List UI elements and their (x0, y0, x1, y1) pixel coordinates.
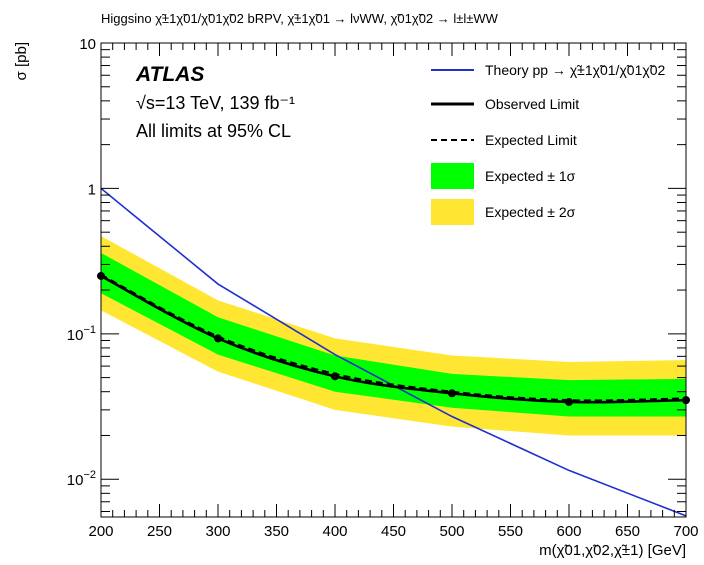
band-one-sigma (101, 252, 686, 417)
observed-markers (97, 271, 690, 406)
energy-label: √s=13 TeV, 139 fb⁻¹ (136, 93, 295, 113)
observed-point (448, 389, 456, 398)
x-tick-label: 500 (439, 523, 464, 540)
x-axis-label: m(χ̃01,χ̃02,χ̃±1) [GeV] (539, 542, 686, 559)
legend-label: Expected Limit (485, 132, 577, 148)
x-tick-label: 550 (498, 523, 523, 540)
observed-point (565, 397, 573, 406)
legend-label: Theory pp → χ̃±1χ̃01/χ̃01χ̃02 (485, 62, 665, 78)
series-lines (100, 187, 687, 517)
legend-label: Expected ± 1σ (485, 168, 576, 184)
legend-label: Expected ± 2σ (485, 204, 576, 220)
observed-limit-line (100, 274, 687, 404)
axis-tick-labels: 200 250 300 350 400 450 500 550 600 650 700 10 1 10−1… (67, 36, 699, 540)
y-tick-label: 1 (88, 181, 96, 198)
legend: Theory pp → χ̃±1χ̃01/χ̃01χ̃02 Observed Li… (431, 62, 665, 225)
x-tick-label: 200 (88, 523, 113, 540)
legend-band-swatch (431, 163, 474, 189)
plot-frame (100, 42, 687, 518)
axis-ticks (100, 42, 687, 517)
y-tick-label: 10−2 (67, 469, 96, 489)
observed-point (214, 334, 222, 343)
x-tick-label: 600 (556, 523, 581, 540)
y-axis-label: σ [pb] (13, 42, 30, 80)
x-tick-label: 250 (147, 523, 172, 540)
x-tick-label: 400 (322, 523, 347, 540)
y-tick-label: 10−1 (67, 324, 96, 344)
legend-label: Observed Limit (485, 96, 579, 112)
x-tick-label: 700 (673, 523, 698, 540)
observed-point (331, 372, 339, 381)
cl-label: All limits at 95% CL (136, 121, 291, 141)
uncertainty-bands (101, 236, 686, 436)
atlas-label: ATLAS (135, 63, 204, 86)
chart-title: Higgsino χ̃±1χ̃01/χ̃01χ̃02 bRPV, χ̃±1χ̃0… (101, 11, 499, 26)
x-tick-label: 350 (264, 523, 289, 540)
x-tick-label: 300 (205, 523, 230, 540)
y-tick-label: 10 (79, 36, 96, 53)
x-tick-label: 450 (381, 523, 406, 540)
legend-band-swatch (431, 199, 474, 225)
expected-limit-line (100, 273, 687, 402)
x-tick-label: 650 (615, 523, 640, 540)
